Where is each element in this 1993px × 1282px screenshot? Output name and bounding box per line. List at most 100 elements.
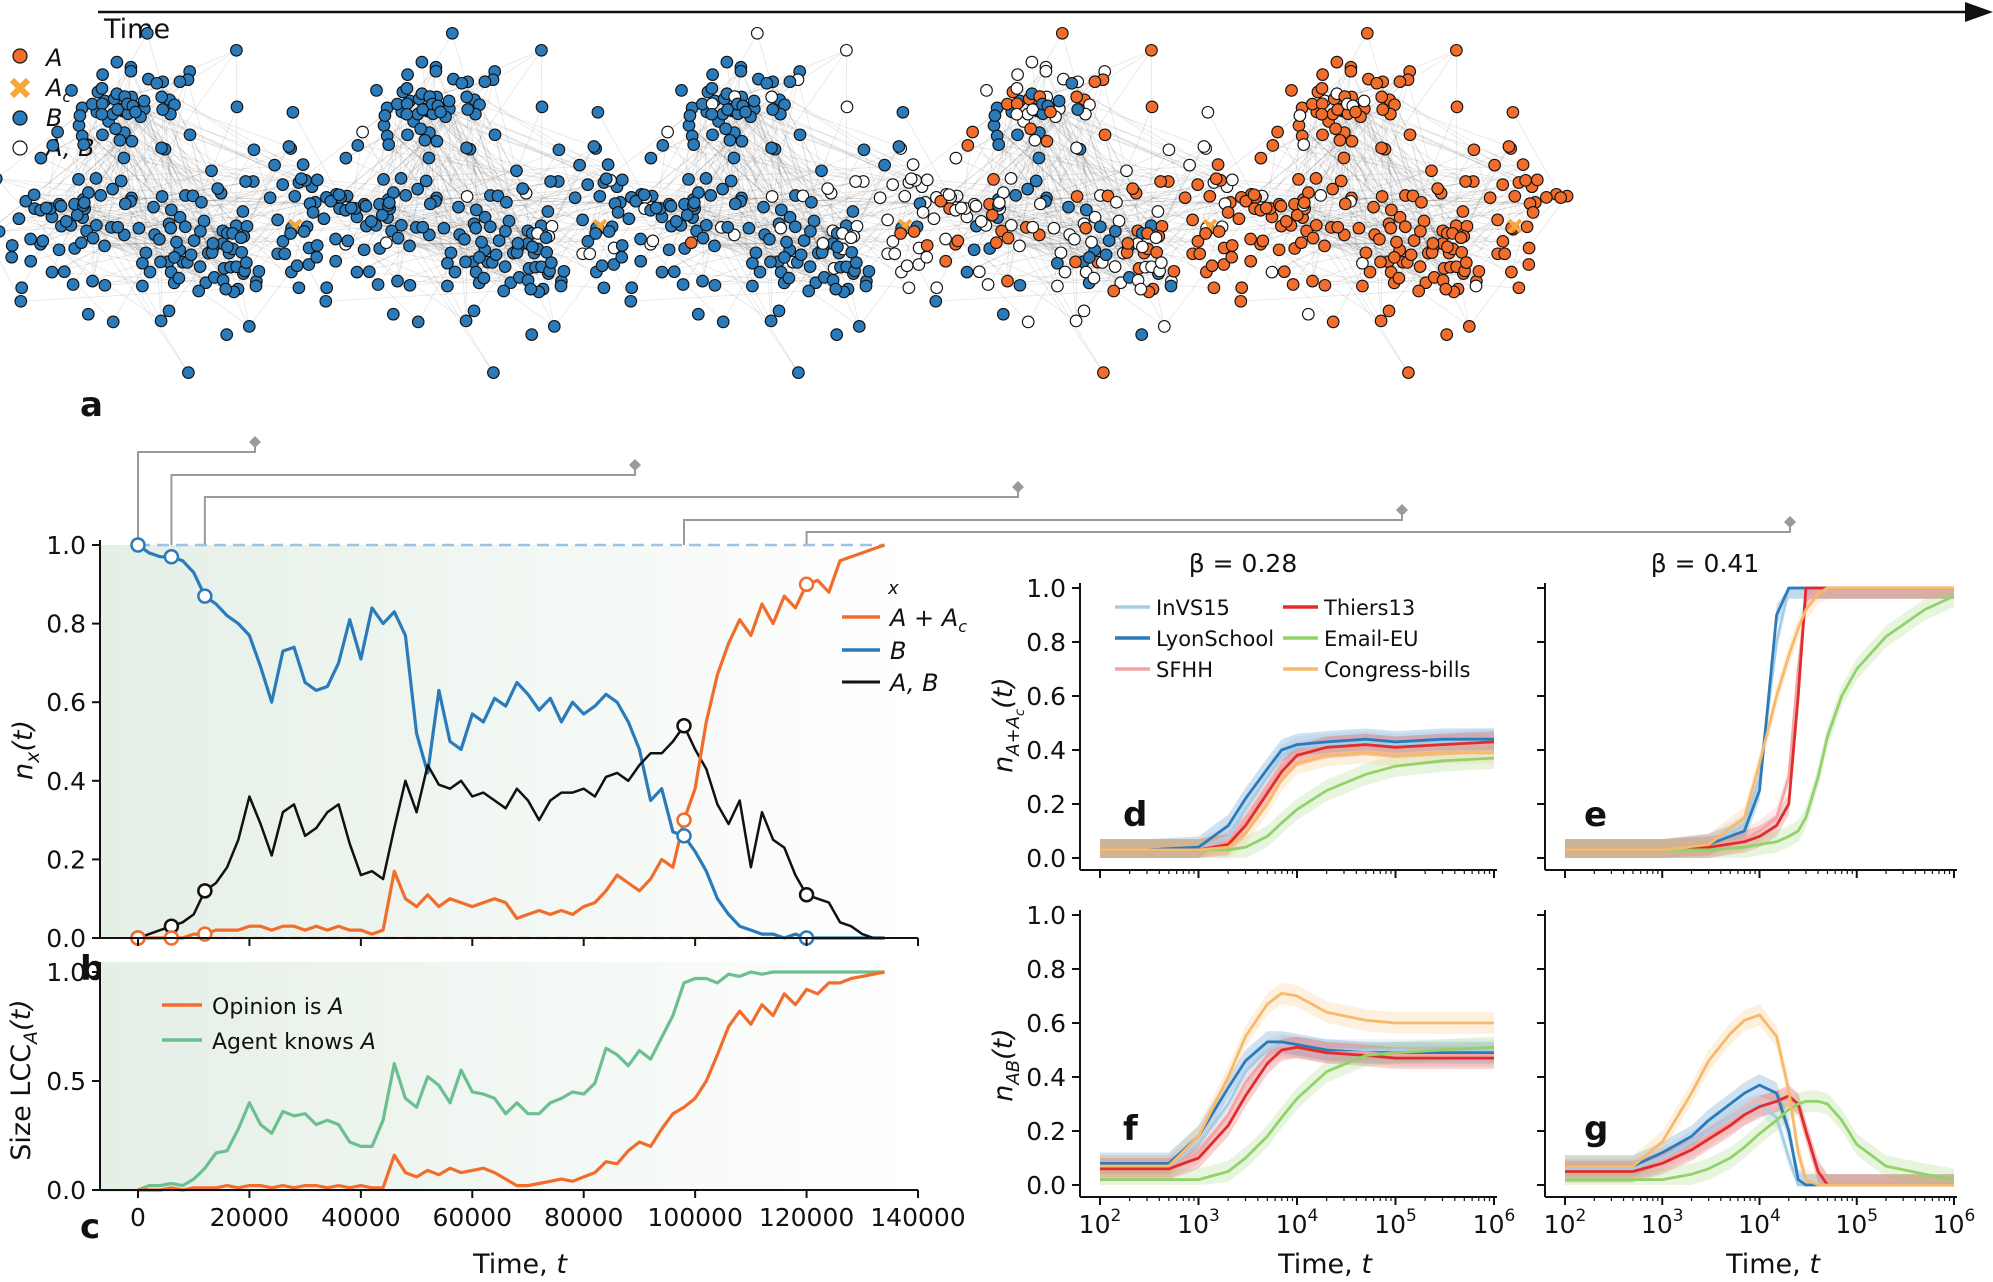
network-node (442, 94, 456, 108)
y-tick-label: 0.4 (46, 767, 86, 796)
network-node (350, 265, 364, 279)
network-node (132, 221, 146, 235)
confidence-band-Email-EU (1100, 747, 1494, 858)
network-node (219, 282, 233, 296)
network-node (351, 139, 365, 152)
y-tick-label: 0.2 (1026, 790, 1066, 819)
network-node (1150, 245, 1164, 259)
network-node (378, 109, 392, 122)
network-node (34, 151, 48, 165)
network-node (499, 224, 512, 238)
network-node (1285, 84, 1298, 97)
network-node (487, 366, 500, 379)
network-node (154, 314, 168, 328)
network-node (996, 307, 1010, 321)
network-node (1055, 26, 1069, 40)
network-node (1329, 122, 1342, 136)
network-node (526, 240, 539, 254)
network-node (296, 158, 310, 171)
network-node (1151, 205, 1165, 218)
network-node (716, 182, 729, 196)
network-node (649, 201, 663, 215)
network-node (746, 256, 759, 270)
connector-line (683, 512, 1403, 545)
network-node (667, 265, 681, 279)
network-node (816, 237, 830, 250)
network-node (797, 234, 811, 247)
network-node (310, 239, 324, 252)
network-node (969, 199, 983, 213)
network-node (221, 240, 234, 254)
network-node (981, 278, 995, 291)
network-node (113, 133, 127, 147)
network-node (111, 220, 125, 234)
network-node (720, 55, 734, 69)
network-node (400, 97, 414, 111)
network-node (106, 315, 120, 329)
network-node (1441, 240, 1454, 254)
y-tick-label: 0.0 (1026, 844, 1066, 873)
network-node (1065, 76, 1079, 90)
network-node (394, 218, 408, 232)
y-tick-label: 0.6 (1026, 1009, 1066, 1038)
network-node (73, 109, 87, 122)
network-node (552, 143, 566, 157)
network-node (1454, 231, 1468, 245)
network-node (153, 232, 166, 246)
network-node (1004, 218, 1018, 232)
network-node (1376, 103, 1390, 116)
panel-c-ylabel: Size LCCA(t) (6, 999, 42, 1160)
network-node (488, 128, 502, 142)
network-node (992, 196, 1006, 210)
panel-b-ylabel: nx(t) (8, 720, 44, 780)
network-node (591, 105, 605, 119)
network-node (1498, 247, 1512, 261)
network-node (766, 103, 780, 116)
network-node (460, 90, 474, 104)
network-node (268, 158, 281, 172)
confidence-band-Congress-bills (1100, 982, 1494, 1177)
network-node (951, 234, 965, 248)
network-node (625, 281, 639, 295)
network-node (1051, 256, 1064, 270)
network-node (1301, 307, 1315, 321)
network-node (96, 68, 109, 81)
network-node (230, 100, 244, 114)
network-node (1274, 199, 1288, 213)
network-node (873, 191, 887, 205)
network-node (1071, 103, 1085, 116)
network-node (1309, 218, 1323, 232)
network-node (1259, 201, 1273, 215)
network-node (746, 279, 759, 293)
network-node (708, 239, 721, 253)
network-node (469, 221, 483, 235)
network-node (1370, 76, 1384, 90)
network-node (1316, 128, 1329, 142)
network-node (1326, 315, 1340, 329)
network-node (206, 237, 220, 250)
network-node (459, 255, 472, 269)
network-node (1239, 194, 1253, 208)
network-node (1526, 206, 1540, 219)
network-node (792, 366, 805, 379)
network-node (1318, 239, 1331, 253)
network-node (1315, 82, 1329, 95)
network-node (170, 235, 183, 249)
network-node (472, 251, 486, 264)
network-node (898, 189, 912, 203)
network-node (411, 315, 425, 329)
network-node (765, 141, 778, 155)
legend-marker-A (12, 48, 28, 64)
panel-f-xlabel: Time, t (1277, 1249, 1373, 1280)
network-node (760, 76, 774, 90)
network-node (622, 212, 636, 226)
network-node (1520, 220, 1534, 234)
network-node (802, 284, 816, 298)
network-node (535, 43, 548, 57)
network-node (602, 225, 616, 238)
x-tick-label: 102 (1079, 1206, 1122, 1239)
network-node (540, 245, 554, 259)
network-node (1293, 109, 1307, 122)
panel-f-ylabel: nAB(t) (988, 1028, 1024, 1101)
network-node (1266, 139, 1280, 152)
